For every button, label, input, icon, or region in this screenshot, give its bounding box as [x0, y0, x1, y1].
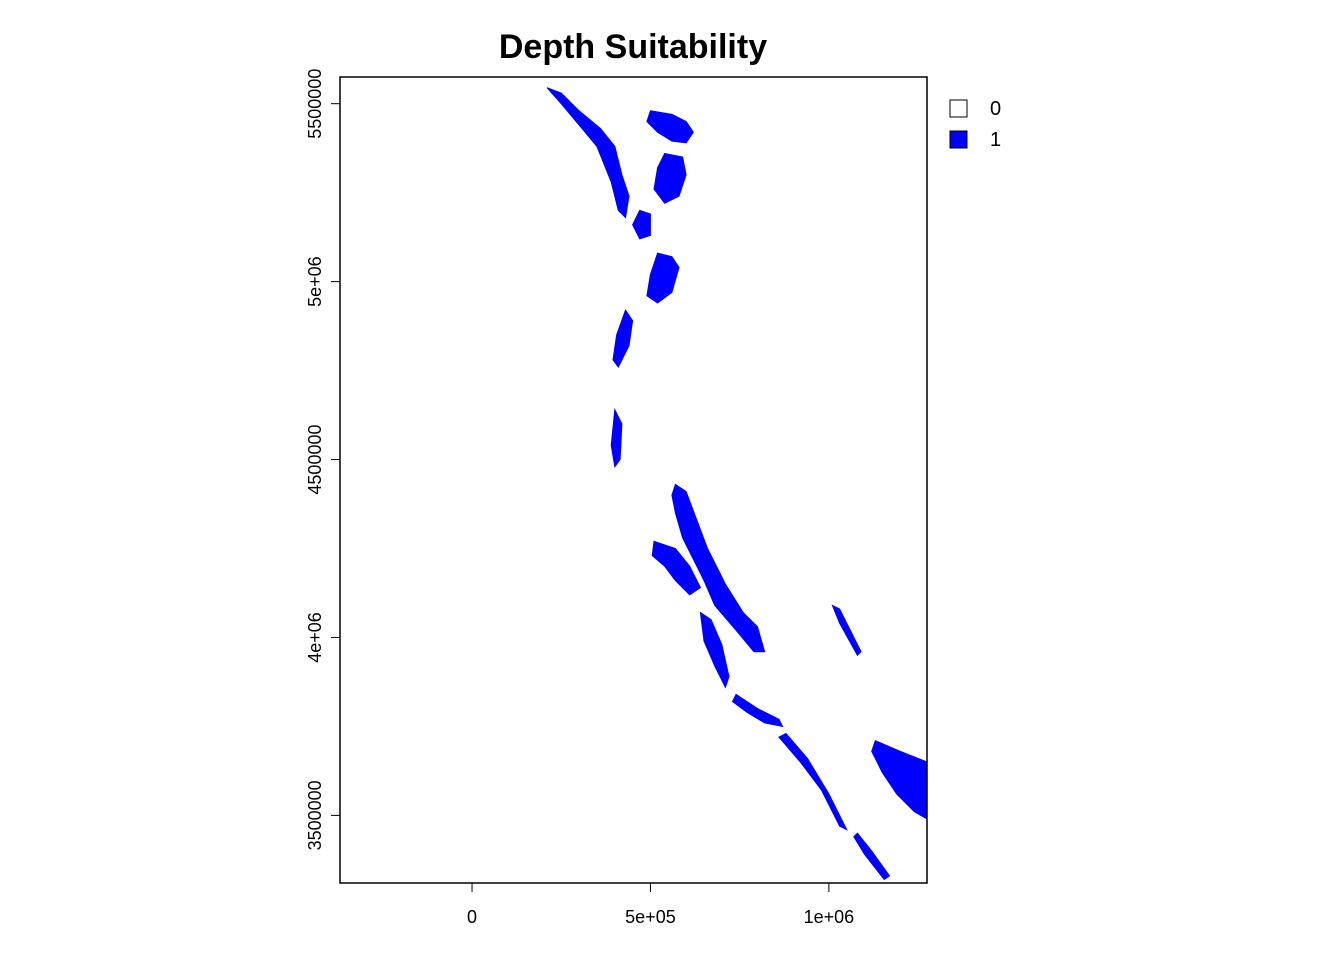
x-tick-label: 0 [467, 907, 477, 927]
suitable-region-10 [699, 611, 730, 689]
y-tick-label: 5500000 [305, 69, 325, 139]
suitable-region-9 [651, 540, 702, 596]
y-axis: 3500000 4e+06 4500000 5e+06 5500000 [305, 69, 341, 850]
y-tick-label: 4500000 [305, 424, 325, 494]
plot-frame [339, 76, 928, 884]
suitable-region-2 [646, 110, 694, 144]
y-tick-label: 3500000 [305, 780, 325, 850]
suitable-region-7 [610, 407, 623, 468]
suitable-region-13 [778, 732, 848, 831]
legend-swatch [949, 130, 968, 149]
x-axis: 0 5e+05 1e+06 [467, 882, 855, 927]
suitable-region-3 [653, 152, 687, 204]
suitable-region-8 [671, 483, 766, 653]
raster-layer [546, 87, 928, 881]
legend-label: 0 [990, 98, 1001, 120]
x-tick-label: 1e+06 [804, 907, 855, 927]
suitable-region-15 [853, 832, 891, 881]
suitable-region-5 [646, 252, 680, 304]
x-tick-label: 5e+05 [625, 907, 676, 927]
chart-title: Depth Suitability [499, 28, 767, 66]
suitable-region-14 [871, 740, 928, 820]
legend: 01 [949, 98, 1001, 151]
legend-label: 1 [990, 129, 1001, 151]
y-tick-label: 5e+06 [305, 256, 325, 307]
y-tick-label: 4e+06 [305, 612, 325, 663]
suitable-region-4 [632, 209, 651, 240]
suitable-region-11 [731, 693, 784, 728]
suitable-region-6 [612, 308, 634, 368]
suitable-region-12 [831, 604, 862, 657]
legend-swatch [949, 99, 968, 118]
suitable-region-1 [546, 87, 630, 219]
